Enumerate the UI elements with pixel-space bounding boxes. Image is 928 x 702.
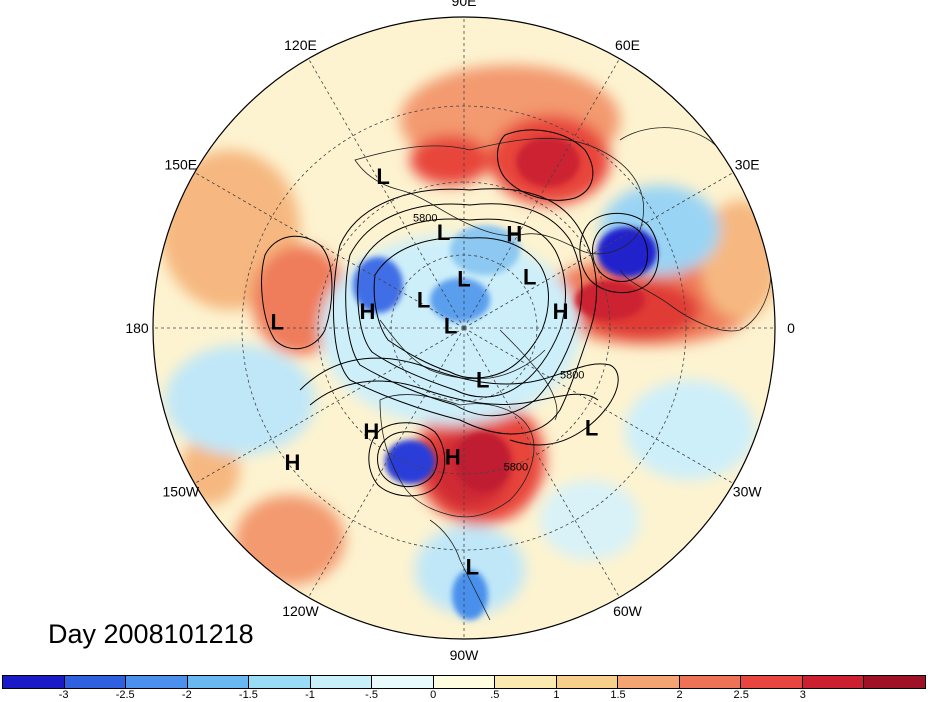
low-pressure-label: L (444, 314, 457, 339)
low-pressure-label: L (437, 220, 450, 245)
colorbar-tick-label: 2.5 (733, 689, 749, 701)
longitude-label: 150W (163, 484, 200, 500)
longitude-label: 150E (164, 157, 197, 173)
low-pressure-label: L (417, 288, 430, 313)
height-contours (261, 129, 659, 497)
high-pressure-label: H (359, 299, 375, 324)
colorbar-swatch (433, 676, 496, 688)
colorbar-swatch (372, 676, 434, 688)
anomaly-core (385, 440, 435, 484)
colorbar-tick-label: -1.5 (238, 689, 258, 701)
colorbar-swatch (64, 676, 127, 688)
longitude-label: 0 (787, 320, 795, 336)
longitude-label: 60W (613, 603, 643, 619)
anomaly-core (452, 570, 488, 620)
anomaly-field (160, 65, 775, 620)
meridian-line (194, 172, 465, 329)
colorbar-swatch (3, 676, 65, 688)
colorbar-tick-label: 1 (553, 689, 560, 701)
colorbar-swatch (126, 676, 188, 688)
meridian-line (308, 58, 465, 329)
colorbar-tick-label: -2.5 (115, 689, 135, 701)
colorbar-swatch (618, 676, 680, 688)
high-pressure-label: H (445, 444, 461, 469)
low-pressure-label: L (523, 265, 536, 290)
low-pressure-label: L (466, 554, 479, 579)
anomaly-patch (625, 380, 755, 480)
meridian-line (463, 327, 734, 484)
longitude-label: 30E (735, 157, 760, 173)
contour-label: 5800 (413, 213, 437, 225)
anomaly-core (575, 280, 645, 320)
anomaly-core (430, 278, 490, 322)
anomaly-patch (235, 495, 345, 585)
anomaly-patch (540, 480, 640, 560)
colorbar-swatch (802, 676, 865, 688)
map-boundary (152, 16, 776, 640)
low-pressure-label: L (476, 368, 489, 393)
contour-label: 5800 (504, 462, 528, 474)
anomaly-core (455, 432, 511, 492)
meridian-line (308, 327, 465, 598)
colorbar-tick-label: -3 (58, 689, 69, 701)
colorbar-tick-label: -1 (305, 689, 315, 701)
colorbar-tick-label: -2 (181, 689, 192, 701)
anomaly-patch (410, 135, 490, 185)
colorbar-swatch (864, 676, 925, 688)
colorbar-swatch (556, 676, 619, 688)
longitude-labels: 90E 60E 30E 0 30W 60W 90W 120W 150W 180 150E 120E (125, 0, 795, 663)
colorbar-swatch (495, 676, 557, 688)
colorbar-swatch (310, 676, 373, 688)
high-pressure-label: H (284, 450, 300, 475)
colorbar-tick-label: 3 (799, 689, 806, 701)
map-disk (153, 17, 775, 639)
colorbar (2, 675, 926, 689)
high-pressure-label: H (363, 419, 379, 444)
longitude-label: 30W (733, 484, 763, 500)
high-pressure-label: H (553, 299, 569, 324)
meridian-line (463, 327, 620, 598)
graticule (153, 17, 775, 639)
longitude-label: 120W (282, 603, 319, 619)
meridian-line (194, 327, 465, 484)
day-label: Day 2008101218 (48, 619, 254, 649)
colorbar-tick-label: -.5 (365, 689, 379, 701)
longitude-label: 90W (450, 647, 480, 663)
anomaly-core (597, 227, 657, 277)
colorbar-tick-label: 1.5 (610, 689, 626, 701)
colorbar-tick-label: .5 (490, 689, 500, 701)
longitude-label: 90E (452, 0, 477, 9)
anomaly-patch (165, 345, 315, 455)
anomaly-core (516, 137, 580, 187)
longitude-label: 120E (284, 37, 317, 53)
colorbar-swatch (187, 676, 250, 688)
colorbar-tick-labels: -3 -2.5 -2 -1.5 -1 -.5 0 .5 1 1.5 2 2.5 3 (0, 689, 928, 702)
colorbar-swatch (741, 676, 803, 688)
longitude-label: 180 (125, 320, 149, 336)
colorbar-tick-label: 2 (676, 689, 683, 701)
low-pressure-label: L (376, 164, 389, 189)
colorbar-tick-label: 0 (430, 689, 437, 701)
meridian-line (463, 172, 734, 329)
meridian-line (463, 58, 620, 329)
contour-labels: 5800 5800 5800 (413, 213, 584, 474)
anomaly-core (353, 257, 403, 313)
longitude-label: 60E (615, 37, 640, 53)
colorbar-swatch (249, 676, 311, 688)
low-pressure-label: L (585, 416, 598, 441)
low-pressure-label: L (271, 309, 284, 334)
high-pressure-label: H (506, 221, 522, 246)
colorbar-swatch (679, 676, 742, 688)
contour-label: 5800 (560, 369, 584, 381)
low-pressure-label: L (457, 267, 470, 292)
